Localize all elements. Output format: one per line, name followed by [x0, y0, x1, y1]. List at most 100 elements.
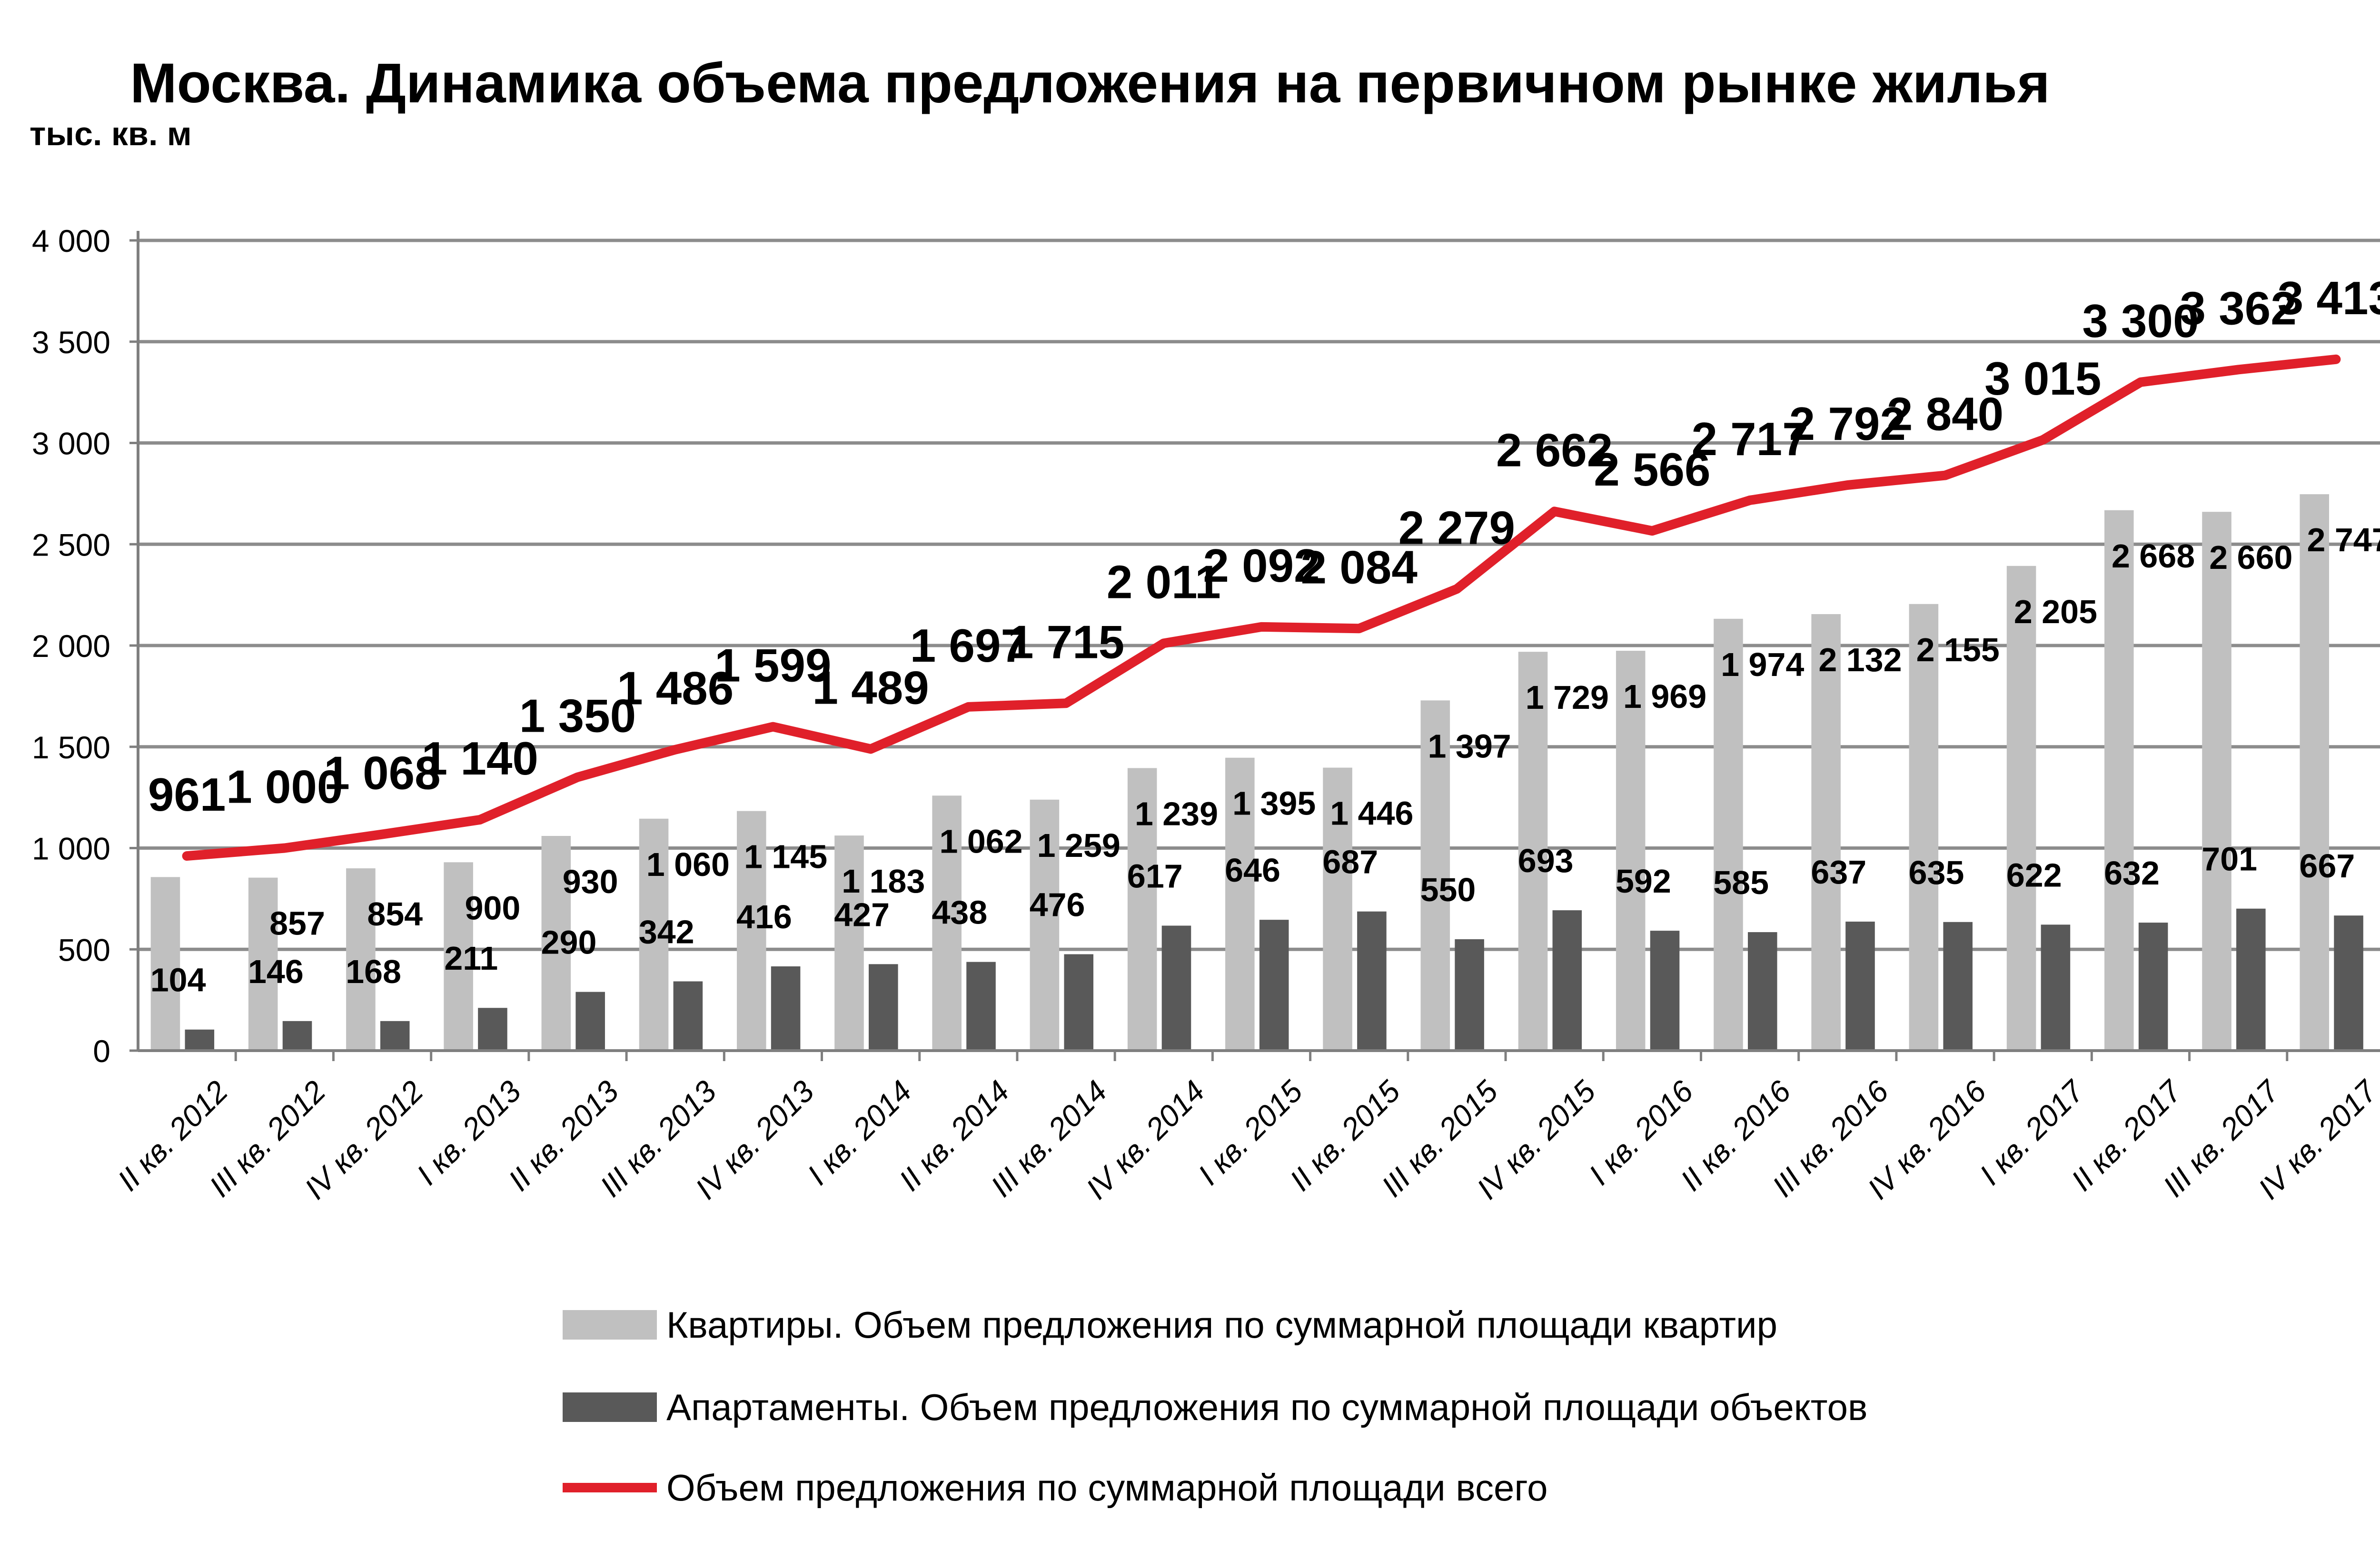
data-label-total: 3 300: [2082, 295, 2199, 347]
bar-apartamenty: [1259, 920, 1289, 1051]
bar-apartamenty: [575, 992, 605, 1051]
data-label-kvartiry: 1 183: [842, 863, 925, 900]
bar-apartamenty: [478, 1008, 507, 1051]
data-label-kvartiry: 930: [563, 863, 618, 900]
data-label-kvartiry: 2 660: [2209, 539, 2292, 576]
bar-kvartiry: [150, 877, 180, 1051]
y-tick-label: 2 500: [32, 527, 110, 562]
bar-kvartiry: [248, 877, 278, 1051]
total-line-layer: [182, 354, 2341, 861]
y-tick-label: 4 000: [32, 223, 110, 258]
data-label-total: 1 350: [519, 690, 636, 742]
chart-title: Москва. Динамика объема предложения на п…: [130, 52, 2050, 115]
data-label-kvartiry: 2 155: [1916, 631, 2000, 668]
data-label-apartamenty: 617: [1127, 857, 1183, 894]
y-tick-label: 3 500: [32, 325, 110, 360]
bar-apartamenty: [966, 962, 996, 1051]
data-label-apartamenty: 146: [248, 953, 304, 990]
y-axis-unit: тыс. кв. м: [30, 115, 192, 152]
bar-apartamenty: [1552, 910, 1582, 1051]
bar-apartamenty: [1747, 932, 1777, 1051]
bar-kvartiry: [1909, 604, 1939, 1051]
bar-kvartiry: [639, 818, 669, 1051]
bar-kvartiry: [444, 862, 473, 1051]
bar-apartamenty: [1455, 939, 1484, 1051]
data-label-apartamenty: 637: [1811, 854, 1866, 891]
data-label-total: 2 092: [1203, 539, 1319, 592]
data-label-kvartiry: 1 259: [1037, 827, 1121, 864]
bar-kvartiry: [1811, 614, 1841, 1051]
data-label-kvartiry: 1 395: [1232, 785, 1316, 822]
data-label-apartamenty: 646: [1225, 852, 1280, 889]
bar-apartamenty: [1845, 921, 1875, 1051]
bar-apartamenty: [2236, 908, 2266, 1051]
data-label-kvartiry: 1 060: [646, 846, 730, 883]
data-label-total: 1 486: [617, 662, 734, 715]
data-label-total: 1 000: [226, 761, 343, 813]
data-label-kvartiry: 1 397: [1428, 727, 1511, 765]
data-label-total: 2 084: [1301, 541, 1418, 593]
data-label-apartamenty: 585: [1713, 864, 1769, 901]
data-label-total: 2 840: [1887, 388, 2003, 440]
bar-kvartiry: [1323, 767, 1352, 1051]
bar-apartamenty: [2138, 923, 2168, 1051]
bar-kvartiry: [2202, 512, 2231, 1051]
data-label-total: 2 011: [1107, 556, 1221, 608]
data-label-kvartiry: 2 205: [2014, 593, 2097, 630]
data-label-apartamenty: 701: [2202, 841, 2257, 878]
data-label-apartamenty: 427: [834, 896, 890, 933]
data-label-apartamenty: 476: [1030, 886, 1085, 923]
gridlines: [138, 238, 2380, 951]
bar-kvartiry: [346, 868, 376, 1051]
bar-kvartiry: [834, 835, 864, 1051]
bar-kvartiry: [1225, 757, 1255, 1051]
data-label-total: 1 697: [910, 619, 1027, 672]
data-label-total: 1 140: [422, 732, 538, 785]
y-tick-label: 2 000: [32, 628, 110, 664]
bar-apartamenty: [673, 981, 703, 1051]
bar-kvartiry: [541, 835, 571, 1051]
data-label-apartamenty: 416: [736, 898, 792, 935]
bar-apartamenty: [869, 964, 898, 1051]
data-label-apartamenty: 667: [2300, 847, 2355, 884]
data-label-total: 2 566: [1594, 443, 1710, 496]
bar-kvartiry: [1616, 651, 1646, 1051]
bar-kvartiry: [932, 795, 962, 1051]
data-label-apartamenty: 635: [1909, 854, 1964, 891]
data-label-apartamenty: 622: [2006, 856, 2062, 894]
bar-apartamenty: [282, 1021, 312, 1051]
bar-apartamenty: [771, 966, 801, 1051]
legend-label-apartamenty: Апартаменты. Объем предложения по суммар…: [666, 1386, 1867, 1428]
bar-apartamenty: [1161, 925, 1191, 1051]
bar-kvartiry: [1518, 652, 1548, 1051]
y-tick-label: 1 500: [32, 730, 110, 765]
y-tick-label: 500: [58, 932, 110, 967]
data-label-total: 961: [148, 768, 226, 821]
data-label-apartamenty: 592: [1616, 863, 1671, 900]
data-label-kvartiry: 1 969: [1623, 678, 1706, 715]
data-label-kvartiry: 2 747: [2307, 521, 2380, 558]
bar-apartamenty: [2041, 924, 2071, 1051]
data-label-apartamenty: 438: [932, 894, 987, 931]
data-label-kvartiry: 1 062: [939, 823, 1022, 860]
bar-kvartiry: [1420, 700, 1450, 1051]
bar-apartamenty: [1064, 954, 1094, 1051]
data-label-apartamenty: 168: [346, 953, 401, 990]
y-axis-ticks: 0 500 1 000 1 500 2 000 2 500 3 000 3 500 4 000: [32, 223, 138, 1069]
bar-kvartiry: [1127, 768, 1157, 1051]
data-label-kvartiry: 1 145: [744, 838, 827, 875]
bar-kvartiry: [2006, 566, 2036, 1051]
bar-apartamenty: [2334, 915, 2363, 1051]
data-label-kvartiry: 854: [367, 895, 423, 933]
data-label-total: 3 413: [2278, 272, 2380, 324]
data-label-total: 3 015: [1984, 352, 2101, 405]
data-label-total: 2 792: [1789, 397, 1906, 450]
bars: [150, 494, 2363, 1051]
bar-apartamenty: [1357, 911, 1387, 1051]
data-label-total: 1 068: [324, 747, 440, 799]
data-label-apartamenty: 342: [639, 913, 694, 950]
y-tick-label: 1 000: [32, 831, 110, 866]
data-label-total: 2 279: [1398, 501, 1515, 554]
